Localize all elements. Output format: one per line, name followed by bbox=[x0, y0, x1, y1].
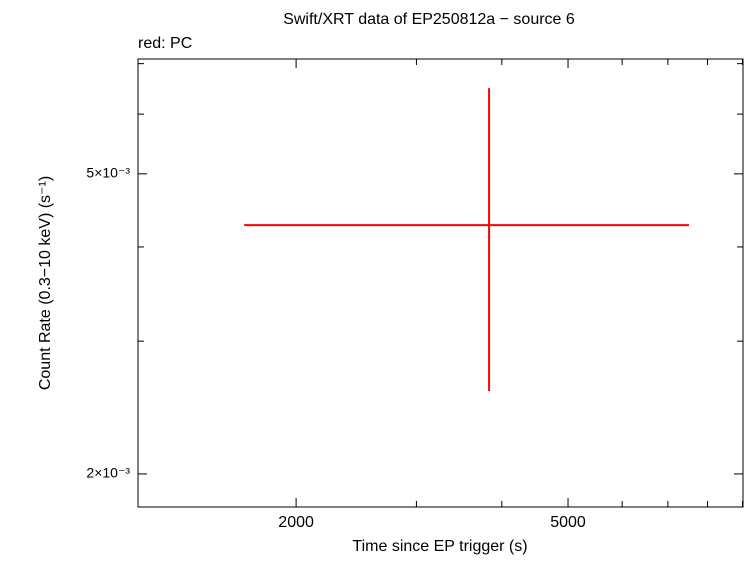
x-tick-label: 2000 bbox=[278, 514, 314, 531]
plot-frame bbox=[137, 58, 744, 508]
x-axis-label: Time since EP trigger (s) bbox=[352, 538, 527, 555]
chart-title: Swift/XRT data of EP250812a − source 6 bbox=[283, 11, 575, 28]
y-tick-label: 5×10⁻³ bbox=[86, 165, 130, 181]
y-tick-label: 2×10⁻³ bbox=[86, 465, 130, 481]
y-axis-label: Count Rate (0.3−10 keV) (s⁻¹) bbox=[37, 176, 54, 390]
legend-text: red: PC bbox=[138, 35, 192, 52]
x-tick-label: 5000 bbox=[550, 514, 586, 531]
